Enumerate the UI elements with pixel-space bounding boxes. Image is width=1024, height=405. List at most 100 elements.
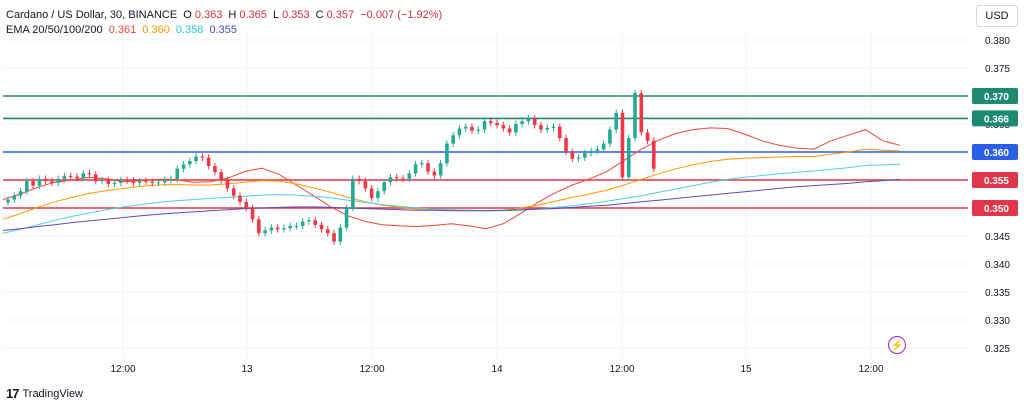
candle-body xyxy=(539,125,543,130)
ema-line xyxy=(2,163,901,234)
candle-body xyxy=(557,126,562,138)
candle-body xyxy=(438,163,443,176)
low-value: 0.353 xyxy=(282,9,310,21)
support-resistance-levels xyxy=(3,95,968,209)
time-tick-label: 15 xyxy=(740,364,752,375)
time-tick-label: 12:00 xyxy=(359,364,384,375)
candle-body xyxy=(595,149,600,151)
price-tick-label: 0.330 xyxy=(985,316,1010,327)
candle-body xyxy=(156,182,161,184)
candle-body xyxy=(495,122,499,126)
candle-body xyxy=(626,138,631,178)
tradingview-icon: 17 xyxy=(6,386,20,401)
candle-body xyxy=(269,227,274,231)
candle-body xyxy=(652,140,656,169)
candle-body xyxy=(137,181,142,183)
high-label: H xyxy=(228,9,237,21)
ema-label[interactable]: EMA 20/50/100/200 xyxy=(6,24,103,36)
candle-body xyxy=(50,181,54,183)
candle-body xyxy=(601,143,606,150)
candle-body xyxy=(87,173,92,175)
candle-body xyxy=(620,112,625,178)
candle-body xyxy=(463,126,468,129)
brand-name: TradingView xyxy=(22,387,84,400)
candle-body xyxy=(125,180,129,181)
price-tick-label: 0.380 xyxy=(985,36,1010,47)
candle-body xyxy=(18,191,23,196)
price-tick-label: 0.335 xyxy=(985,288,1010,299)
price-axis: 0.3800.3750.3700.3650.3600.3550.3500.345… xyxy=(985,36,1010,355)
candle-body xyxy=(225,180,230,189)
candle-body xyxy=(244,201,249,208)
close-label: C xyxy=(315,9,324,21)
ema200-value: 0.355 xyxy=(209,24,238,36)
candles xyxy=(6,89,656,245)
candle-body xyxy=(426,163,430,172)
candle-body xyxy=(169,178,173,180)
close-value: 0.357 xyxy=(326,9,355,21)
currency-button[interactable]: USD xyxy=(976,5,1018,27)
candle-body xyxy=(12,195,17,200)
candle-body xyxy=(564,138,568,152)
lightning-icon[interactable]: ⚡ xyxy=(888,336,906,354)
candle-body xyxy=(420,163,424,165)
candle-body xyxy=(507,128,512,133)
candle-body xyxy=(457,128,462,136)
candle-body xyxy=(488,121,493,123)
candle-body xyxy=(470,126,474,131)
price-tick-label: 0.340 xyxy=(985,260,1010,271)
candle-body xyxy=(25,181,29,192)
brand-logo[interactable]: 17 TradingView xyxy=(6,386,83,401)
time-tick-label: 13 xyxy=(241,364,253,375)
candle-body xyxy=(144,181,148,183)
candle-body xyxy=(106,180,111,184)
candle-body xyxy=(576,157,581,159)
ema50-value: 0.360 xyxy=(142,24,170,36)
candle-body xyxy=(288,225,292,229)
candle-body xyxy=(532,118,537,126)
candle-body xyxy=(608,129,612,144)
price-tick-label: 0.375 xyxy=(985,64,1010,75)
candle-body xyxy=(257,219,261,234)
ema-legend: EMA 20/50/100/200 0.361 0.360 0.358 0.35… xyxy=(6,24,240,36)
candle-body xyxy=(514,124,518,133)
candle-body xyxy=(332,233,336,242)
price-tick-label: 0.345 xyxy=(985,232,1010,243)
candle-body xyxy=(401,178,405,180)
candle-body xyxy=(275,227,280,230)
candle-body xyxy=(6,199,10,203)
price-tag xyxy=(972,110,1018,127)
candle-body xyxy=(75,176,79,179)
low-label: L xyxy=(272,9,280,21)
candle-body xyxy=(282,228,286,230)
change-value: −0.007 (−1.92%) xyxy=(360,9,443,21)
time-axis: 12:00 13 12:00 14 12:00 15 12:00 xyxy=(110,364,883,375)
candle-body xyxy=(501,125,506,129)
candle-body xyxy=(43,178,48,182)
candle-body xyxy=(62,176,67,179)
candle-body xyxy=(119,180,123,183)
time-tick-label: 12:00 xyxy=(609,364,634,375)
candle-body xyxy=(194,156,198,161)
candle-body xyxy=(112,182,117,184)
candle-body xyxy=(300,221,305,226)
candle-body xyxy=(432,171,437,176)
ema20-value: 0.361 xyxy=(108,24,137,36)
symbol-name[interactable]: Cardano / US Dollar, 30, BINANCE xyxy=(6,9,178,21)
candle-body xyxy=(100,180,104,182)
candle-body xyxy=(93,174,98,182)
candle-body xyxy=(250,208,255,220)
price-tag xyxy=(972,144,1018,160)
candle-body xyxy=(175,168,180,179)
price-tag-label: 0.350 xyxy=(984,204,1009,215)
candle-body xyxy=(451,135,455,144)
candle-body xyxy=(206,157,211,166)
candle-body xyxy=(81,173,86,179)
high-value: 0.365 xyxy=(239,9,267,21)
candle-body xyxy=(294,225,299,227)
price-tag xyxy=(972,200,1018,216)
candle-body xyxy=(633,93,637,138)
ema100-value: 0.358 xyxy=(175,24,204,36)
candle-body xyxy=(614,112,618,130)
